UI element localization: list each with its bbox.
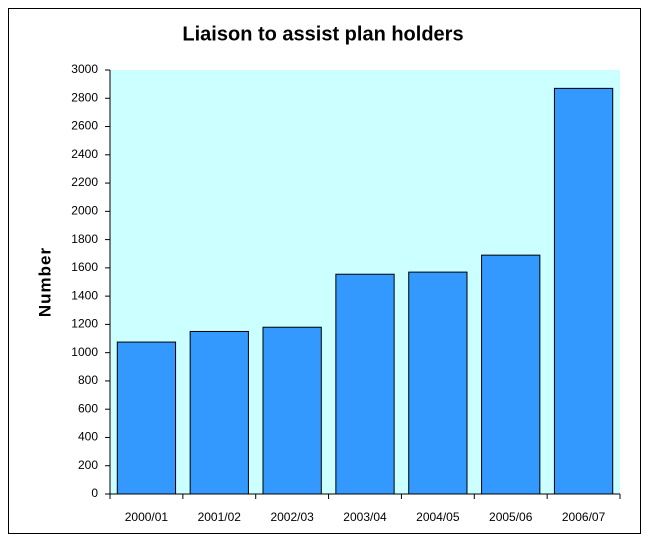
x-tick-label: 2005/06: [489, 510, 533, 524]
y-tick-label: 2600: [71, 119, 98, 133]
y-tick-label: 1800: [71, 232, 98, 246]
x-tick-label: 2006/07: [562, 510, 606, 524]
bar: [408, 271, 468, 495]
bar: [116, 341, 177, 495]
chart-title: Liaison to assist plan holders: [182, 23, 463, 45]
bar: [335, 273, 395, 495]
y-tick-label: 1600: [71, 260, 98, 274]
x-tick-label: 2003/04: [343, 510, 387, 524]
y-tick-label: 1200: [71, 317, 98, 331]
y-tick-label: 400: [78, 430, 98, 444]
x-tick-label: 2004/05: [416, 510, 460, 524]
y-tick-label: 1400: [71, 288, 98, 302]
x-tick-label: 2002/03: [270, 510, 314, 524]
y-axis-label: Number: [35, 247, 54, 317]
bar: [553, 87, 614, 495]
y-tick-label: 200: [78, 458, 98, 472]
y-tick-label: 2200: [71, 175, 98, 189]
bar: [481, 254, 541, 495]
bar: [262, 326, 322, 495]
y-tick-label: 800: [78, 373, 98, 387]
y-tick-label: 3000: [71, 62, 98, 76]
bar: [189, 330, 249, 495]
y-tick-label: 2800: [71, 90, 98, 104]
y-tick-label: 2400: [71, 147, 98, 161]
x-tick-label: 2000/01: [125, 510, 169, 524]
x-tick-label: 2001/02: [198, 510, 242, 524]
y-tick-label: 0: [91, 486, 98, 500]
y-tick-label: 600: [78, 401, 98, 415]
y-tick-label: 2000: [71, 204, 98, 218]
y-tick-label: 1000: [71, 345, 98, 359]
